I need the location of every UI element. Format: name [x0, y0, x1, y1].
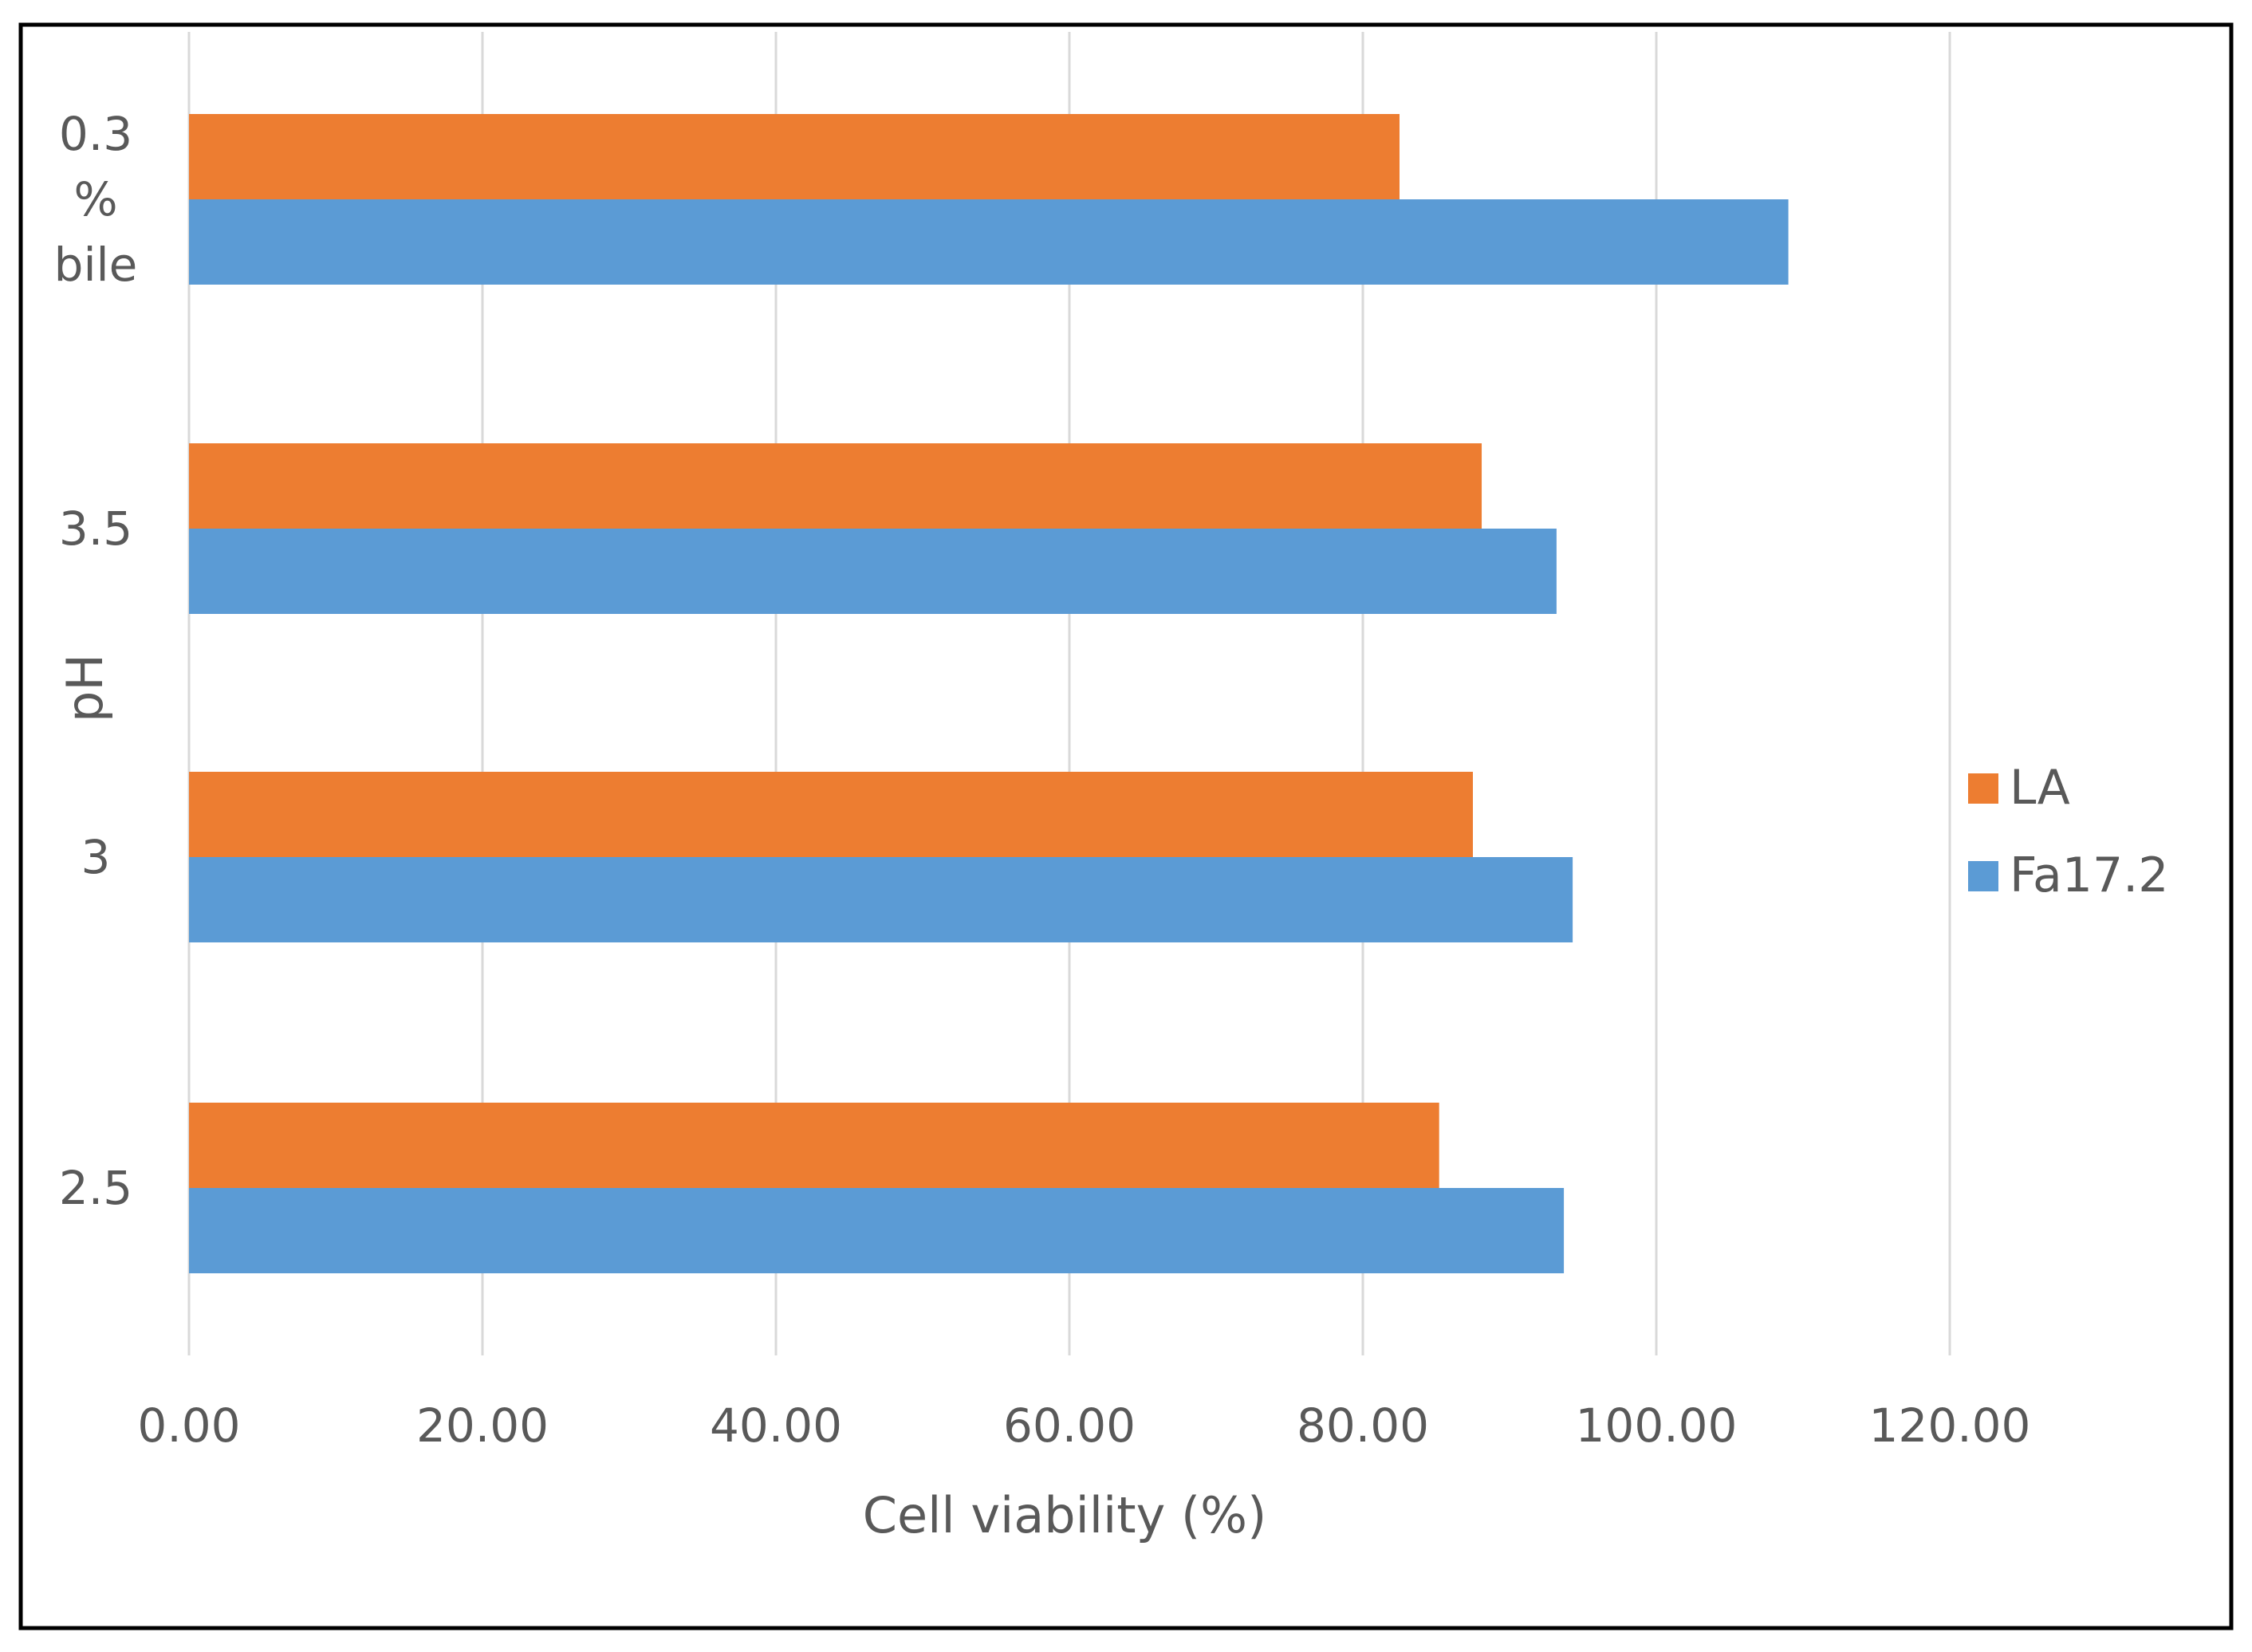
- legend-label: Fa17.2: [2010, 848, 2168, 903]
- legend-swatch-1: [1968, 861, 1998, 891]
- bar-fa17-2-3: [189, 1188, 1565, 1273]
- y-category-label: 2.5: [59, 1161, 132, 1215]
- x-tick-label: 100.00: [1576, 1398, 1738, 1453]
- x-tick-label: 40.00: [710, 1398, 842, 1453]
- bar-la-1: [189, 443, 1482, 529]
- y-category-label: %: [73, 172, 117, 226]
- y-category-label: 3.5: [59, 502, 132, 556]
- x-tick-label: 120.00: [1869, 1398, 2031, 1453]
- bar-la-2: [189, 772, 1473, 857]
- y-category-label: bile: [54, 238, 138, 292]
- bar-la-3: [189, 1103, 1439, 1188]
- bar-fa17-2-0: [189, 199, 1789, 285]
- bar-fa17-2-2: [189, 857, 1573, 942]
- y-axis-title: pH: [56, 654, 114, 722]
- x-tick-label: 0.00: [137, 1398, 240, 1453]
- legend-label: LA: [2010, 760, 2070, 816]
- x-tick-label: 60.00: [1003, 1398, 1136, 1453]
- bar-fa17-2-1: [189, 529, 1557, 614]
- x-tick-label: 80.00: [1297, 1398, 1429, 1453]
- legend-swatch-0: [1968, 773, 1998, 804]
- bar-la-0: [189, 114, 1400, 199]
- x-tick-label: 20.00: [416, 1398, 549, 1453]
- x-axis-title: Cell viability (%): [863, 1486, 1267, 1544]
- tick-labels: 0.00 20.00 40.00 60.00 80.00 100.00 120.00: [137, 1398, 2030, 1453]
- y-category-label: 3: [81, 830, 111, 884]
- y-category-label: 0.3: [59, 107, 132, 161]
- legend: LA Fa17.2: [1968, 760, 2168, 903]
- category-labels: 0.3% bile 3.5 3 2.5: [54, 107, 138, 1215]
- bars: [189, 114, 1789, 1273]
